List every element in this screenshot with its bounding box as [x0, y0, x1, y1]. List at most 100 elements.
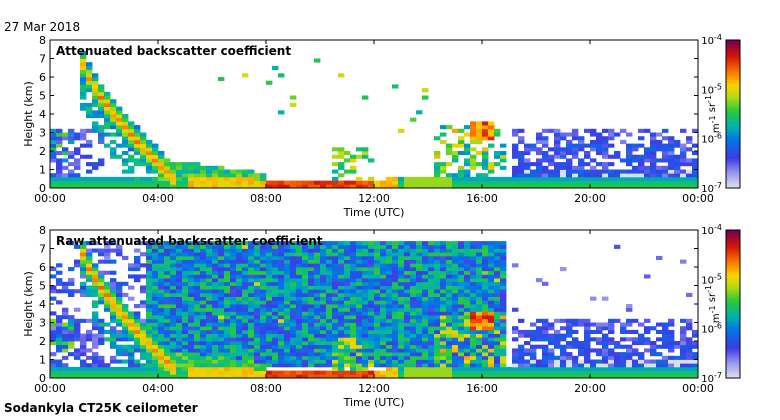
- heatmap-cell: [86, 374, 93, 379]
- heatmap-cell: [152, 267, 159, 272]
- heatmap-cell: [608, 374, 615, 379]
- heatmap-cell: [350, 304, 357, 309]
- heatmap-cell: [614, 341, 621, 346]
- heatmap-cell: [176, 289, 183, 294]
- heatmap-cell: [392, 326, 399, 331]
- heatmap-cell: [632, 348, 639, 353]
- heatmap-cell: [392, 304, 399, 309]
- heatmap-cell: [386, 248, 393, 253]
- heatmap-cell: [434, 296, 441, 301]
- heatmap-cell: [224, 359, 231, 364]
- heatmap-cell: [368, 304, 375, 309]
- heatmap-cell: [194, 304, 201, 309]
- heatmap-cell: [392, 270, 399, 275]
- heatmap-cell: [254, 333, 261, 338]
- heatmap-cell: [488, 128, 495, 133]
- heatmap-cell: [80, 292, 87, 297]
- heatmap-cell: [50, 180, 57, 185]
- heatmap-cell: [614, 374, 621, 379]
- heatmap-cell: [224, 355, 231, 360]
- heatmap-cell: [230, 300, 237, 305]
- heatmap-cell: [296, 300, 303, 305]
- heatmap-cell: [302, 304, 309, 309]
- heatmap-cell: [296, 270, 303, 275]
- heatmap-cell: [518, 355, 525, 360]
- heatmap-cell: [374, 270, 381, 275]
- heatmap-cell: [110, 121, 117, 126]
- heatmap-cell: [230, 270, 237, 275]
- heatmap-cell: [380, 370, 387, 375]
- heatmap-cell: [266, 184, 273, 189]
- heatmap-cell: [458, 252, 465, 257]
- heatmap-cell: [380, 248, 387, 253]
- heatmap-cell: [152, 255, 159, 260]
- heatmap-cell: [332, 248, 339, 253]
- heatmap-cell: [350, 370, 357, 375]
- heatmap-cell: [476, 315, 483, 320]
- heatmap-cell: [380, 285, 387, 290]
- heatmap-cell: [230, 241, 237, 246]
- heatmap-cell: [62, 363, 69, 368]
- colorbar-segment: [726, 323, 740, 327]
- heatmap-cell: [332, 344, 339, 349]
- heatmap-cell: [350, 289, 357, 294]
- heatmap-cell: [512, 143, 519, 148]
- heatmap-cell: [464, 248, 471, 253]
- heatmap-cell: [338, 370, 345, 375]
- heatmap-cell: [92, 337, 99, 342]
- heatmap-cell: [338, 326, 345, 331]
- heatmap-cell: [56, 162, 63, 167]
- heatmap-cell: [176, 333, 183, 338]
- heatmap-cell: [404, 300, 411, 305]
- heatmap-cell: [332, 289, 339, 294]
- heatmap-cell: [248, 300, 255, 305]
- heatmap-cell: [368, 158, 375, 163]
- heatmap-cell: [350, 278, 357, 283]
- heatmap-cell: [284, 352, 291, 357]
- heatmap-cell: [332, 359, 339, 364]
- heatmap-cell: [410, 311, 417, 316]
- heatmap-cell: [458, 300, 465, 305]
- heatmap-cell: [494, 132, 501, 137]
- heatmap-cell: [182, 318, 189, 323]
- heatmap-cell: [308, 355, 315, 360]
- heatmap-cell: [362, 180, 369, 185]
- heatmap-cell: [242, 341, 249, 346]
- heatmap-cell: [68, 352, 75, 357]
- heatmap-cell: [260, 289, 267, 294]
- heatmap-cell: [248, 259, 255, 264]
- heatmap-cell: [650, 154, 657, 159]
- heatmap-cell: [152, 165, 159, 170]
- heatmap-cell: [254, 173, 261, 178]
- heatmap-cell: [164, 366, 171, 371]
- heatmap-cell: [602, 348, 609, 353]
- heatmap-cell: [218, 77, 225, 82]
- heatmap-cell: [416, 370, 423, 375]
- colorbar-segment: [726, 368, 740, 372]
- heatmap-cell: [548, 322, 555, 327]
- heatmap-cell: [302, 300, 309, 305]
- heatmap-cell: [56, 329, 63, 334]
- heatmap-cell: [134, 341, 141, 346]
- heatmap-cell: [626, 374, 633, 379]
- heatmap-cell: [380, 296, 387, 301]
- heatmap-cell: [272, 244, 279, 249]
- heatmap-cell: [392, 370, 399, 375]
- heatmap-cell: [692, 176, 699, 181]
- heatmap-cell: [554, 154, 561, 159]
- heatmap-cell: [290, 248, 297, 253]
- heatmap-cell: [326, 300, 333, 305]
- heatmap-cell: [158, 374, 165, 379]
- heatmap-cell: [68, 341, 75, 346]
- heatmap-cell: [518, 318, 525, 323]
- heatmap-cell: [50, 329, 57, 334]
- heatmap-cell: [116, 370, 123, 375]
- colorbar-segment: [726, 101, 740, 105]
- colorbar-segment: [726, 365, 740, 369]
- heatmap-cell: [386, 244, 393, 249]
- heatmap-cell: [50, 363, 57, 368]
- heatmap-cell: [278, 341, 285, 346]
- heatmap-cell: [620, 352, 627, 357]
- colorbar-segment: [726, 54, 740, 58]
- heatmap-cell: [128, 132, 135, 137]
